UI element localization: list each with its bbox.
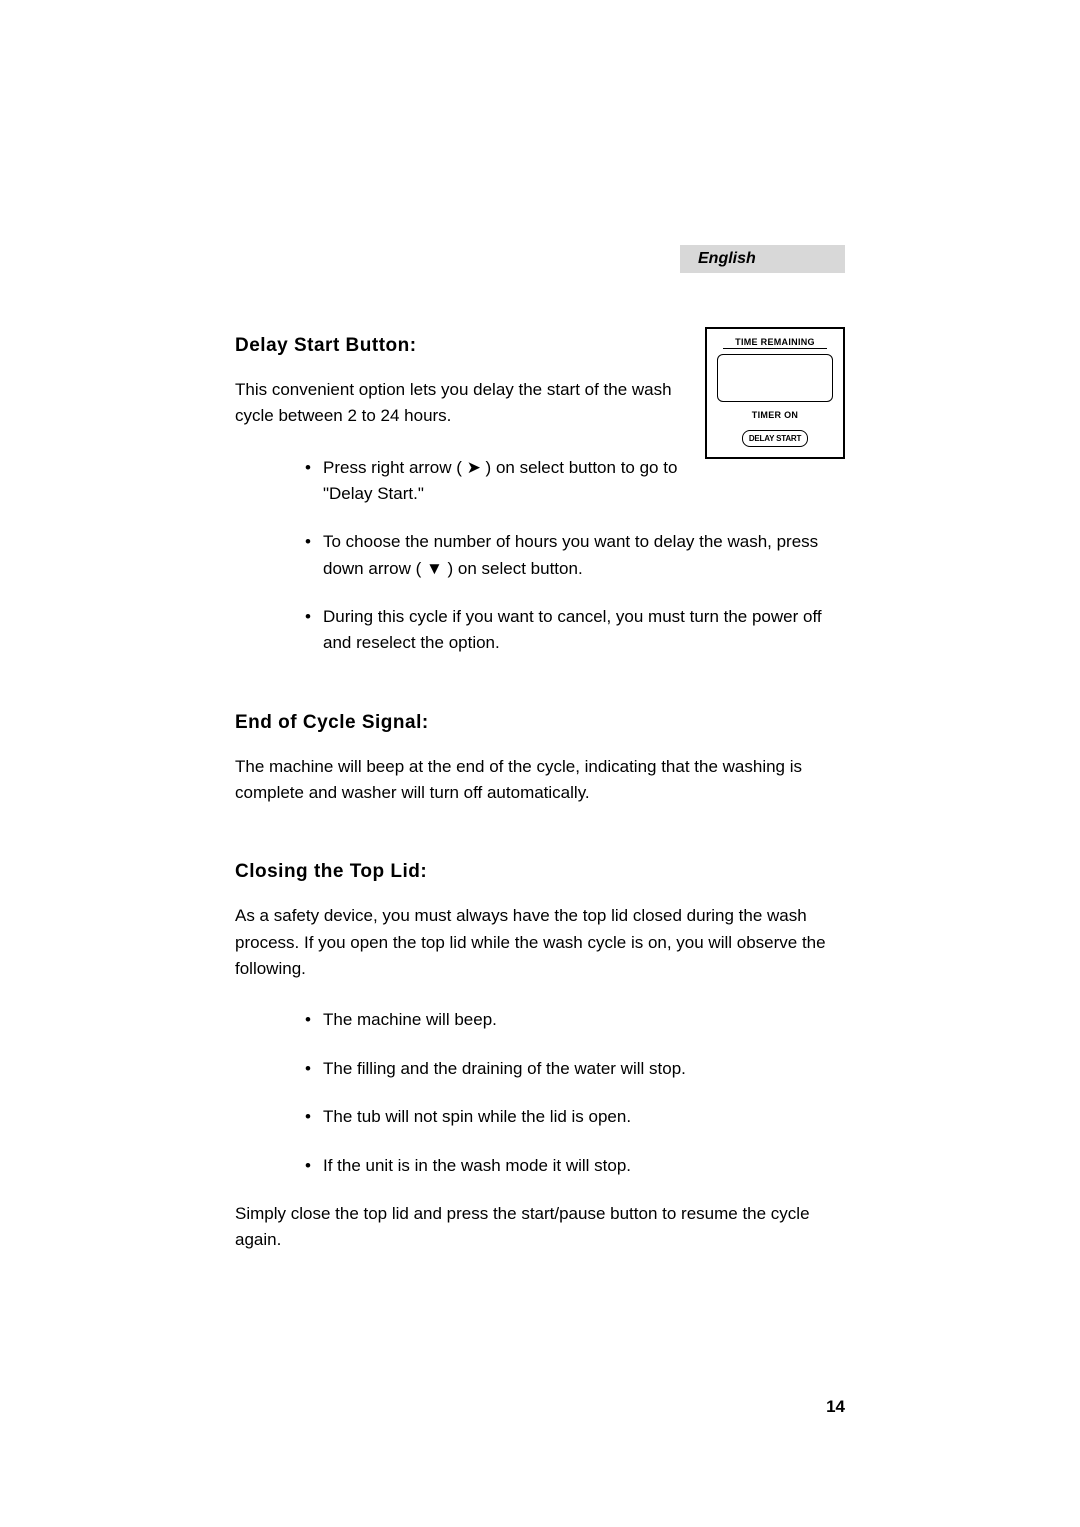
diagram-label-time-remaining: TIME REMAINING [717, 337, 833, 347]
list-item: To choose the number of hours you want t… [305, 529, 845, 582]
list-item: The machine will beep. [305, 1007, 845, 1033]
diagram-delay-start-button: DELAY START [742, 430, 808, 447]
intro-end-of-cycle: The machine will beep at the end of the … [235, 754, 845, 807]
section-closing-lid: Closing the Top Lid: As a safety device,… [235, 861, 845, 1253]
diagram-delay-start: TIME REMAINING TIMER ON DELAY START [705, 327, 845, 459]
list-item: The tub will not spin while the lid is o… [305, 1104, 845, 1130]
page-content: Delay Start Button: TIME REMAINING TIMER… [0, 0, 1080, 1254]
intro-delay-start: This convenient option lets you delay th… [235, 377, 690, 430]
diagram-label-timer-on: TIMER ON [717, 410, 833, 420]
section-end-of-cycle: End of Cycle Signal: The machine will be… [235, 712, 845, 807]
list-item: The filling and the draining of the wate… [305, 1056, 845, 1082]
section-delay-start: Delay Start Button: TIME REMAINING TIMER… [235, 335, 845, 657]
bullet-list-delay-start: Press right arrow ( ➤ ) on select button… [235, 455, 845, 657]
intro-closing-lid: As a safety device, you must always have… [235, 903, 845, 982]
heading-closing-lid: Closing the Top Lid: [235, 861, 845, 883]
list-item: If the unit is in the wash mode it will … [305, 1153, 845, 1179]
diagram-underline [723, 348, 827, 349]
heading-end-of-cycle: End of Cycle Signal: [235, 712, 845, 734]
outro-closing-lid: Simply close the top lid and press the s… [235, 1201, 845, 1254]
language-tag: English [680, 245, 845, 273]
list-item: During this cycle if you want to cancel,… [305, 604, 845, 657]
bullet-list-closing-lid: The machine will beep. The filling and t… [235, 1007, 845, 1178]
page-number: 14 [826, 1397, 845, 1417]
list-item: Press right arrow ( ➤ ) on select button… [305, 455, 700, 508]
diagram-display-box [717, 354, 833, 402]
